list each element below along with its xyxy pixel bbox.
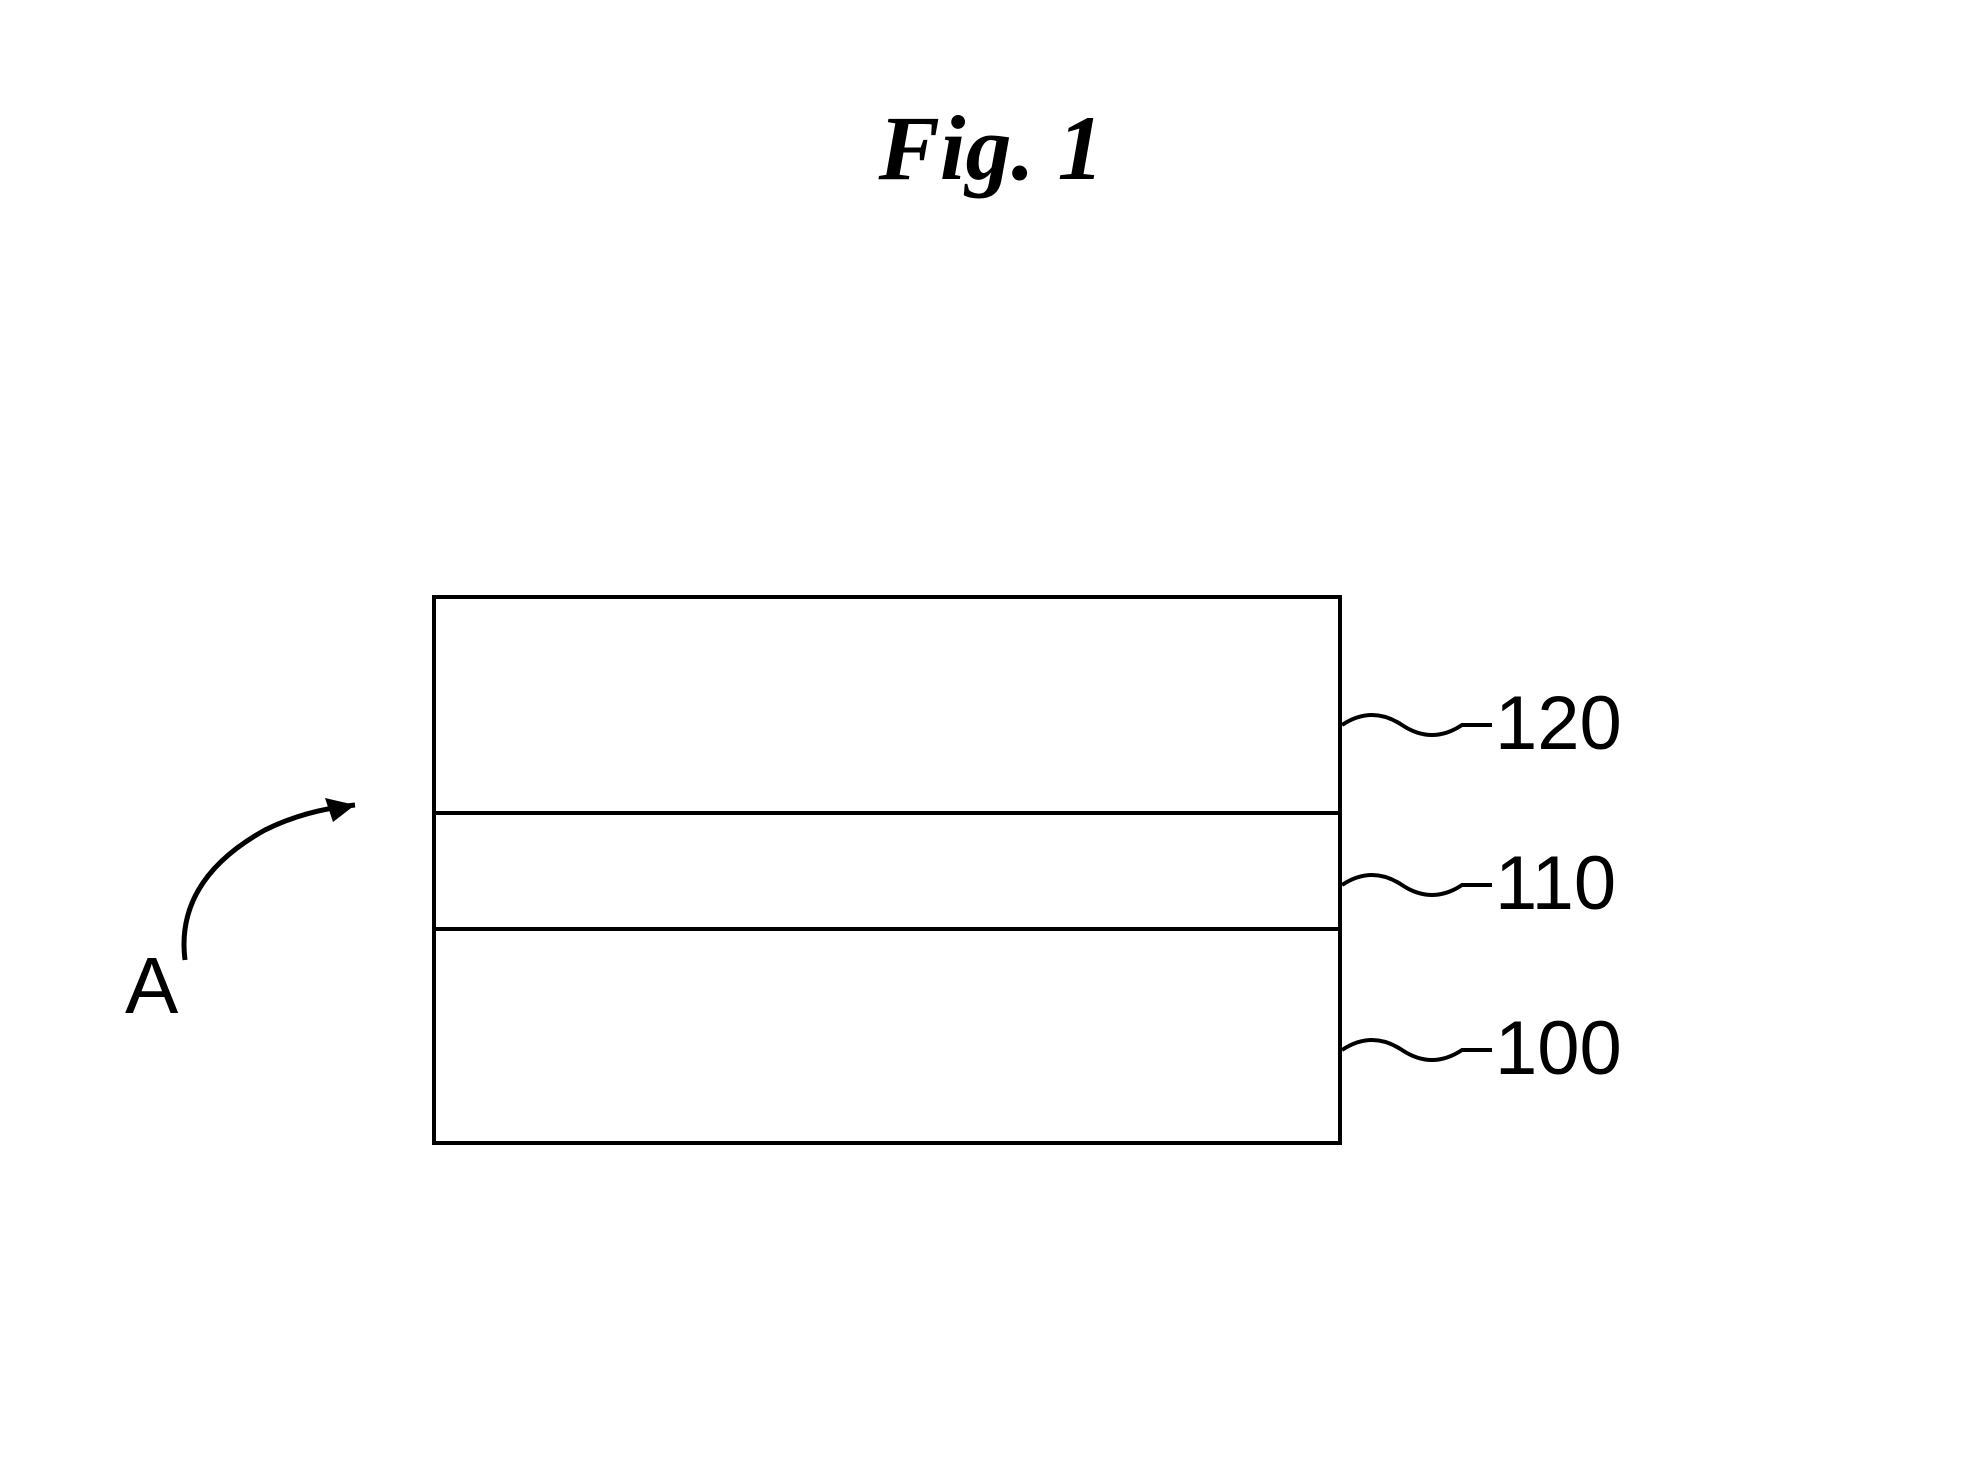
label-100: 100 bbox=[1495, 1005, 1622, 1092]
layer-110 bbox=[432, 811, 1342, 931]
label-110: 110 bbox=[1495, 840, 1616, 927]
layer-100 bbox=[432, 927, 1342, 1145]
figure-title: Fig. 1 bbox=[879, 95, 1104, 201]
connector-100 bbox=[1342, 1025, 1492, 1075]
label-120: 120 bbox=[1495, 680, 1622, 767]
connector-110 bbox=[1342, 860, 1492, 910]
layer-120 bbox=[432, 595, 1342, 815]
connector-120 bbox=[1342, 700, 1492, 750]
reference-label-a: A bbox=[125, 940, 178, 1032]
layer-diagram bbox=[432, 595, 1342, 1145]
